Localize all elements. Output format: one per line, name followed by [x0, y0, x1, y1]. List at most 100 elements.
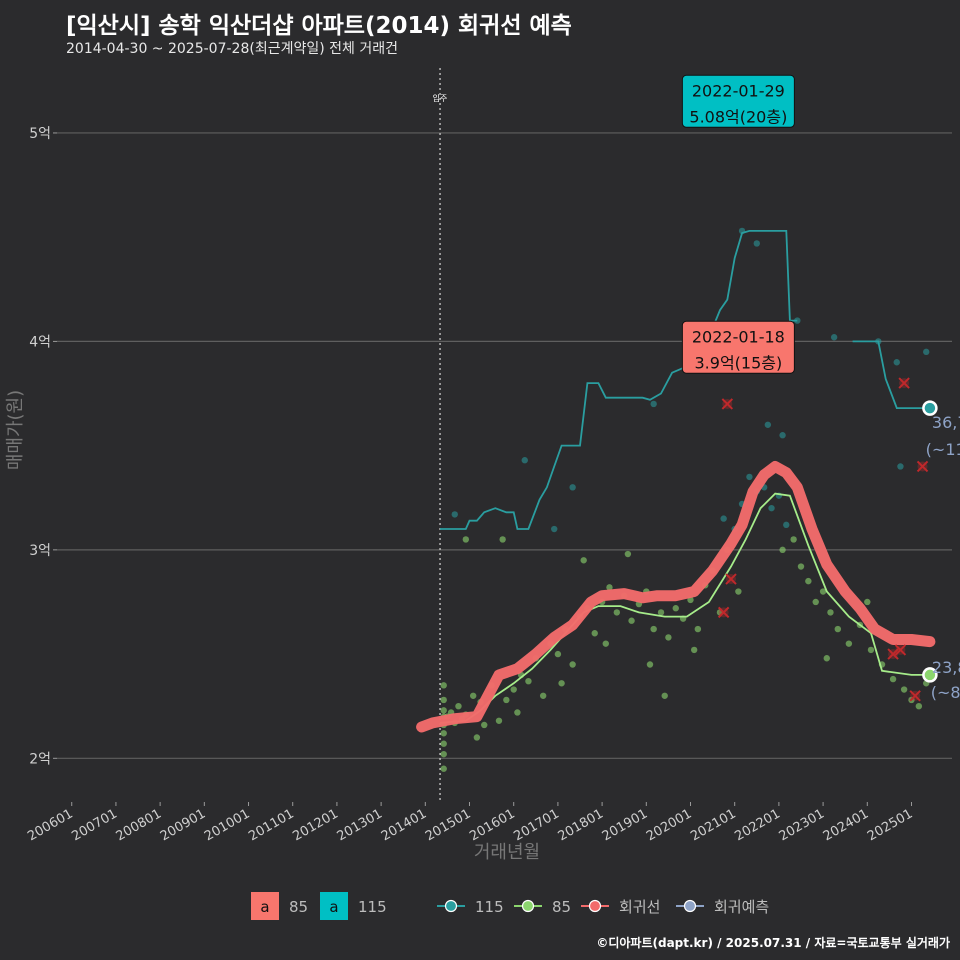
transaction-point: [823, 655, 830, 662]
transaction-point: [893, 359, 900, 366]
end-value-115: 36,786: [932, 413, 960, 432]
transaction-point: [569, 661, 576, 668]
transaction-point: [889, 675, 897, 683]
x-tick-label: 201301: [335, 806, 385, 844]
transaction-point: [753, 240, 760, 247]
annotation-date: 2022-01-18: [692, 327, 785, 346]
cancelled-x: [717, 606, 730, 619]
x-tick-label: 201801: [556, 806, 606, 844]
transaction-point: [539, 692, 547, 699]
cancelled-marker: [909, 690, 921, 702]
cancelled-marker: [898, 377, 910, 389]
transaction-point: [650, 400, 657, 408]
x-tick-label: 202101: [688, 806, 738, 844]
x-tick-label: 200901: [158, 806, 208, 844]
legend-label: 85: [552, 898, 571, 916]
transaction-point: [694, 625, 702, 633]
legend-dot: [683, 899, 697, 913]
transaction-point: [440, 707, 447, 714]
move-in-label: 입주: [433, 94, 448, 103]
cancelled-x: [725, 573, 737, 585]
transaction-point: [672, 605, 679, 612]
transaction-point: [440, 730, 447, 737]
cancelled-x: [894, 644, 907, 656]
transaction-point: [779, 546, 786, 554]
end-labels: 36,786 (~115㎡) 23,807 (~85㎡): [922, 400, 960, 702]
transaction-point: [440, 765, 447, 772]
x-tick-label: 201201: [290, 806, 340, 844]
end-area-85: (~85㎡): [931, 683, 960, 702]
x-tick-label: 201401: [379, 806, 429, 844]
transaction-point: [613, 609, 621, 616]
legend-key: a: [260, 898, 269, 916]
series-lines: [416, 230, 936, 733]
transaction-point: [481, 721, 488, 729]
transaction-point: [827, 609, 834, 616]
transaction-point: [665, 634, 672, 641]
transaction-point: [783, 521, 790, 529]
legend-line-item: 회귀선: [581, 898, 660, 916]
regression-line: [416, 461, 936, 733]
cancelled-x: [909, 690, 921, 702]
annotation-value: 3.9억(15층): [695, 353, 783, 372]
annotation-box: [681, 74, 795, 128]
end-point-85: [922, 667, 938, 683]
x-tick-label: 200701: [69, 806, 119, 844]
cancelled-points: [717, 377, 929, 702]
legend-swatch: [251, 892, 279, 920]
transaction-point: [455, 702, 462, 710]
transaction-point: [473, 734, 481, 741]
y-axis-title: 매매가(원): [5, 390, 26, 470]
x-tick-label: 200601: [25, 806, 75, 844]
y-axis-ticks: 2억 3억 4억 5억: [29, 126, 57, 767]
cancelled-x: [898, 377, 910, 389]
chart-subtitle: 2014-04-30 ~ 2025-07-28(최근계약일) 전체 거래건: [66, 41, 398, 57]
transaction-point: [915, 702, 923, 710]
transaction-point: [510, 686, 517, 693]
transaction-point: [805, 577, 812, 585]
cancelled-marker: [887, 648, 899, 660]
transaction-point: [628, 617, 635, 624]
transaction-point: [602, 640, 609, 647]
cancelled-x: [721, 398, 734, 410]
transaction-point: [440, 750, 447, 758]
legend-fill-item: a 115: [320, 892, 387, 920]
transaction-point: [606, 584, 613, 591]
end-point-115: [922, 400, 938, 416]
transaction-point: [440, 682, 447, 689]
x-tick-label: 201901: [600, 806, 650, 844]
annotation-85: 2022-01-18 3.9억(15층): [681, 320, 795, 374]
transaction-point: [690, 646, 698, 654]
transaction-point: [440, 740, 447, 747]
grid-lines: [57, 132, 952, 759]
transaction-point: [790, 536, 797, 543]
annotation-date: 2022-01-29: [692, 81, 785, 100]
legend-key: a: [329, 898, 338, 916]
cancelled-marker: [894, 644, 907, 656]
legend-swatch: [320, 892, 348, 920]
transaction-point: [646, 661, 654, 668]
x-tick-label: 202401: [821, 806, 871, 844]
transaction-point: [469, 692, 477, 699]
annotation-box: [681, 320, 795, 374]
legend-line-item: 회귀예측: [676, 898, 769, 916]
annotation-115: 2022-01-29 5.08억(20층): [681, 74, 795, 128]
transaction-point: [624, 550, 632, 558]
transaction-point: [819, 588, 827, 595]
legend-label: 회귀선: [619, 898, 660, 916]
legend-label: 회귀예측: [714, 898, 769, 916]
cancelled-x: [887, 648, 899, 660]
cancelled-marker: [721, 398, 734, 410]
transaction-point: [779, 432, 786, 439]
transaction-point: [551, 525, 558, 533]
legend-dot: [588, 899, 602, 913]
cancelled-marker: [717, 606, 730, 619]
transaction-point: [768, 504, 775, 512]
transaction-point: [764, 421, 772, 428]
transaction-point: [661, 692, 668, 699]
end-value-85: 23,807: [932, 658, 960, 677]
transaction-point: [462, 536, 470, 543]
transaction-point: [797, 563, 805, 570]
